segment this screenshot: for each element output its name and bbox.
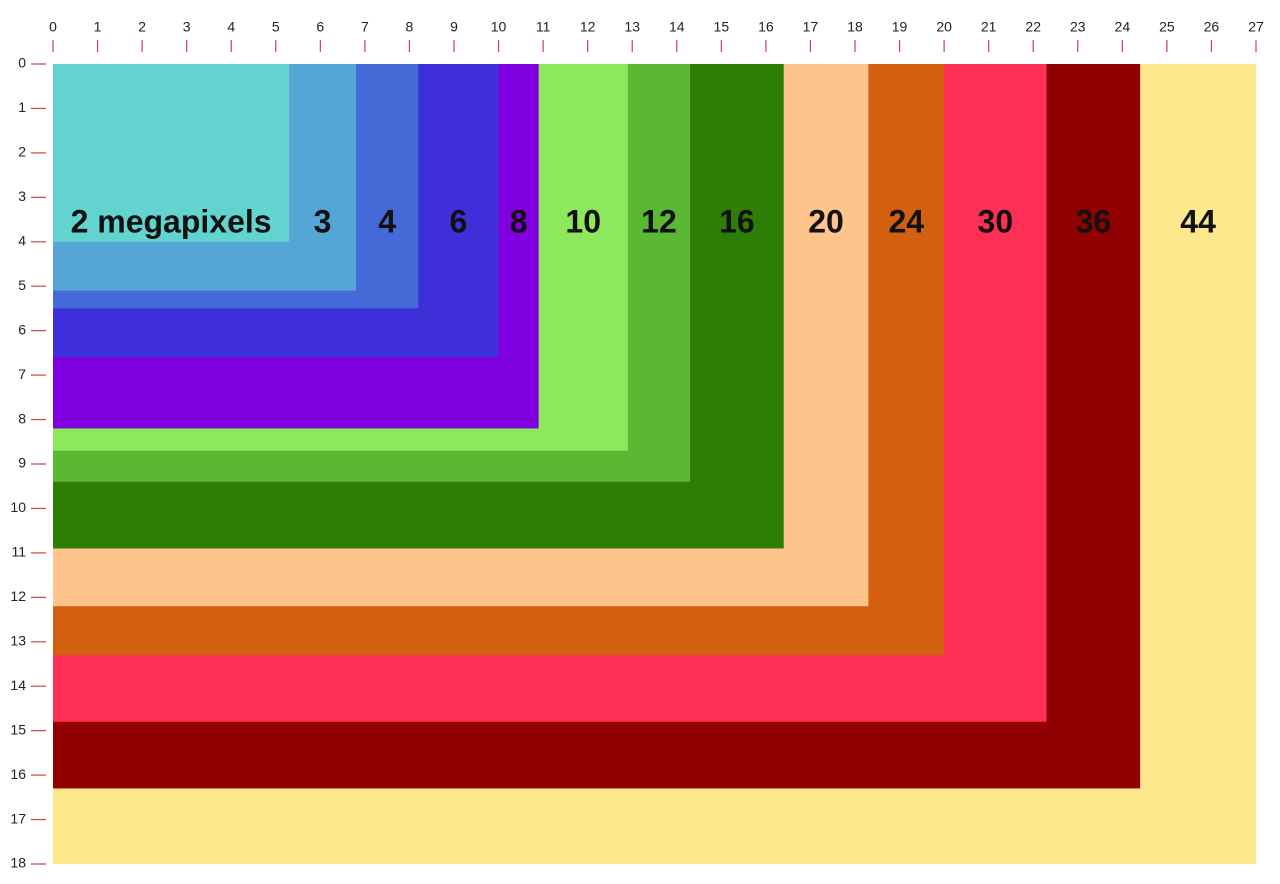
x-tick-label: 13 — [624, 19, 640, 35]
size-label: 10 — [565, 203, 601, 239]
x-tick-label: 1 — [94, 19, 102, 35]
y-tick-label: 1 — [18, 99, 26, 115]
x-tick-label: 18 — [847, 19, 863, 35]
y-tick-label: 10 — [10, 499, 26, 515]
x-tick-label: 15 — [714, 19, 730, 35]
size-label: 24 — [888, 203, 924, 239]
x-tick-label: 14 — [669, 19, 685, 35]
x-tick-label: 3 — [183, 19, 191, 35]
x-tick-label: 6 — [316, 19, 324, 35]
size-label: 30 — [978, 203, 1014, 239]
x-tick-label: 27 — [1248, 19, 1264, 35]
y-tick-label: 0 — [18, 55, 26, 71]
y-tick-label: 14 — [10, 677, 26, 693]
x-tick-label: 20 — [936, 19, 952, 35]
x-tick-label: 21 — [981, 19, 997, 35]
x-tick-label: 23 — [1070, 19, 1086, 35]
x-tick-label: 9 — [450, 19, 458, 35]
y-tick-label: 3 — [18, 188, 26, 204]
size-label: 36 — [1076, 203, 1112, 239]
size-label: 6 — [450, 203, 468, 239]
x-tick-label: 5 — [272, 19, 280, 35]
x-tick-label: 19 — [892, 19, 908, 35]
y-tick-label: 5 — [18, 277, 26, 293]
x-tick-label: 0 — [49, 19, 57, 35]
x-tick-label: 26 — [1204, 19, 1220, 35]
y-tick-label: 16 — [10, 766, 26, 782]
y-tick-label: 8 — [18, 410, 26, 426]
x-tick-label: 25 — [1159, 19, 1175, 35]
size-label: 44 — [1180, 203, 1216, 239]
size-label: 2 megapixels — [71, 203, 272, 239]
y-tick-label: 12 — [10, 588, 26, 604]
x-tick-label: 11 — [536, 19, 551, 35]
y-tick-label: 2 — [18, 144, 26, 160]
x-tick-label: 17 — [803, 19, 819, 35]
size-label: 16 — [719, 203, 755, 239]
y-tick-label: 11 — [11, 544, 26, 560]
y-tick-label: 13 — [10, 632, 26, 648]
x-tick-label: 22 — [1025, 19, 1041, 35]
x-tick-label: 16 — [758, 19, 774, 35]
x-tick-label: 12 — [580, 19, 596, 35]
y-tick-label: 7 — [18, 366, 26, 382]
size-label: 8 — [510, 203, 528, 239]
y-tick-label: 4 — [18, 232, 26, 248]
y-tick-label: 17 — [10, 810, 26, 826]
x-tick-label: 7 — [361, 19, 369, 35]
x-tick-label: 4 — [227, 19, 235, 35]
x-tick-label: 8 — [406, 19, 414, 35]
x-tick-label: 2 — [138, 19, 146, 35]
x-tick-label: 10 — [491, 19, 507, 35]
y-tick-label: 6 — [18, 321, 26, 337]
y-tick-label: 18 — [10, 855, 26, 871]
size-rect — [53, 64, 290, 242]
size-label: 4 — [378, 203, 396, 239]
size-label: 12 — [641, 203, 677, 239]
size-label: 3 — [314, 203, 332, 239]
y-tick-label: 9 — [18, 455, 26, 471]
y-tick-label: 15 — [10, 721, 26, 737]
x-tick-label: 24 — [1115, 19, 1131, 35]
size-label: 20 — [808, 203, 844, 239]
